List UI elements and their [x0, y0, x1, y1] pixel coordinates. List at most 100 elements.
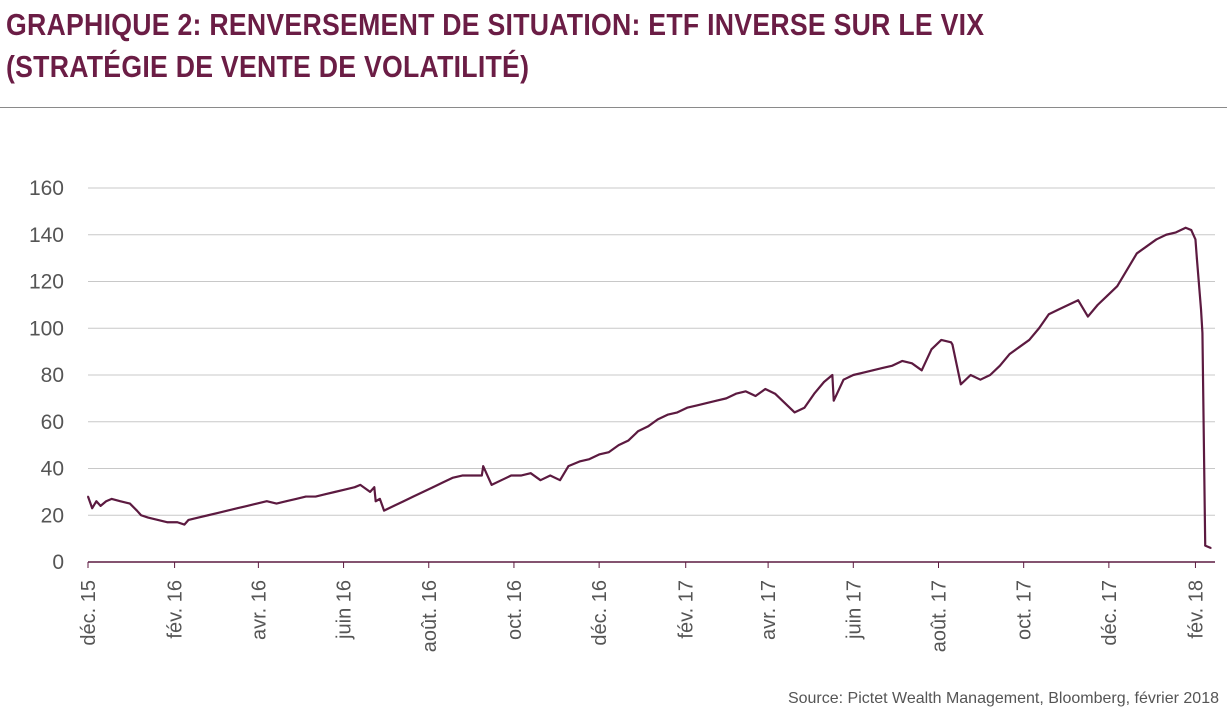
data-point	[490, 483, 493, 486]
data-point	[725, 397, 728, 400]
data-point	[295, 497, 297, 500]
data-point	[1155, 238, 1158, 241]
y-tick-label: 0	[52, 551, 64, 574]
data-point	[813, 392, 816, 395]
data-point	[304, 495, 307, 498]
data-point	[1194, 238, 1197, 241]
data-point	[1135, 252, 1138, 255]
data-point	[539, 479, 542, 482]
data-point	[129, 502, 131, 505]
data-point	[451, 476, 454, 479]
data-point	[482, 465, 485, 468]
data-point	[207, 514, 210, 517]
data-point	[275, 502, 278, 505]
data-point	[959, 383, 962, 386]
data-point	[951, 343, 954, 346]
data-point	[110, 497, 113, 500]
chart-title: GRAPHIQUE 2: RENVERSEMENT DE SITUATION: …	[6, 4, 1051, 88]
data-point	[871, 369, 874, 372]
data-point	[226, 509, 229, 512]
data-point	[1067, 303, 1070, 306]
data-point	[392, 505, 395, 507]
data-point	[832, 399, 835, 402]
y-tick-label: 140	[29, 224, 64, 247]
data-point	[265, 500, 268, 503]
data-point	[373, 486, 376, 489]
data-point	[793, 411, 796, 414]
x-tick-label: avr. 16	[248, 580, 270, 640]
data-point	[344, 488, 346, 491]
data-point	[862, 371, 864, 374]
data-point	[95, 500, 98, 503]
data-point	[764, 388, 767, 390]
data-point	[359, 483, 362, 486]
data-point	[559, 479, 561, 482]
data-point	[353, 486, 356, 489]
y-tick-label: 100	[29, 317, 64, 340]
data-point	[901, 360, 904, 362]
x-tick-label: déc. 15	[78, 580, 100, 646]
data-point	[979, 378, 982, 381]
y-tick-label: 80	[41, 364, 64, 387]
data-point	[567, 465, 570, 468]
data-point	[911, 362, 913, 365]
data-point	[1106, 294, 1109, 297]
data-point	[744, 390, 747, 393]
data-point	[930, 348, 933, 351]
data-point	[999, 364, 1001, 367]
data-point	[1201, 332, 1204, 334]
data-point	[140, 514, 142, 517]
data-point	[1195, 257, 1198, 260]
data-point	[852, 374, 855, 376]
data-point	[1126, 268, 1128, 271]
data-point	[666, 413, 669, 416]
grid-lines	[88, 187, 1215, 563]
data-point	[91, 507, 94, 510]
data-point	[715, 399, 718, 402]
data-point	[471, 474, 473, 477]
x-tick-label: juin 17	[843, 580, 865, 640]
data-point	[627, 439, 630, 442]
data-point	[187, 519, 190, 521]
x-tick-label: déc. 17	[1099, 580, 1121, 646]
y-tick-label: 40	[41, 458, 64, 481]
data-point	[510, 474, 513, 477]
data-point	[432, 486, 434, 489]
data-point	[383, 509, 385, 512]
data-point	[940, 339, 943, 341]
source-note: Source: Pictet Wealth Management, Bloomb…	[787, 690, 1219, 707]
data-point	[1190, 229, 1193, 231]
data-point	[402, 500, 405, 503]
data-point	[735, 392, 737, 395]
data-point	[1047, 313, 1050, 316]
data-point	[754, 395, 757, 397]
chart-title-line-2: (STRATÉGIE DE VENTE DE VOLATILITÉ)	[6, 49, 530, 84]
data-point	[803, 406, 806, 409]
data-point	[950, 341, 952, 344]
data-point	[99, 505, 102, 507]
data-point	[369, 490, 371, 493]
data-point	[774, 392, 776, 395]
x-axis-ticks: déc. 15 fév. 16 avr. 16 juin 16 août. 16 oct.…	[78, 562, 1207, 652]
data-point	[529, 472, 532, 475]
y-tick-label: 60	[41, 411, 64, 434]
data-point	[1008, 353, 1011, 355]
data-point	[1077, 299, 1080, 302]
data-point	[656, 418, 659, 421]
data-point	[1184, 226, 1187, 229]
data-point	[119, 500, 122, 503]
x-tick-label: oct. 16	[504, 580, 526, 640]
data-point	[637, 430, 640, 432]
data-point	[480, 474, 483, 477]
data-point	[823, 381, 825, 383]
data-point	[842, 378, 845, 381]
data-point	[1038, 327, 1040, 330]
x-tick-label: juin 16	[334, 580, 356, 640]
data-point	[197, 516, 200, 519]
data-point	[920, 369, 923, 372]
data-point	[105, 500, 108, 503]
data-point	[412, 495, 415, 498]
x-tick-label: déc. 16	[589, 580, 611, 646]
data-point	[1057, 308, 1060, 311]
data-point	[969, 374, 972, 376]
